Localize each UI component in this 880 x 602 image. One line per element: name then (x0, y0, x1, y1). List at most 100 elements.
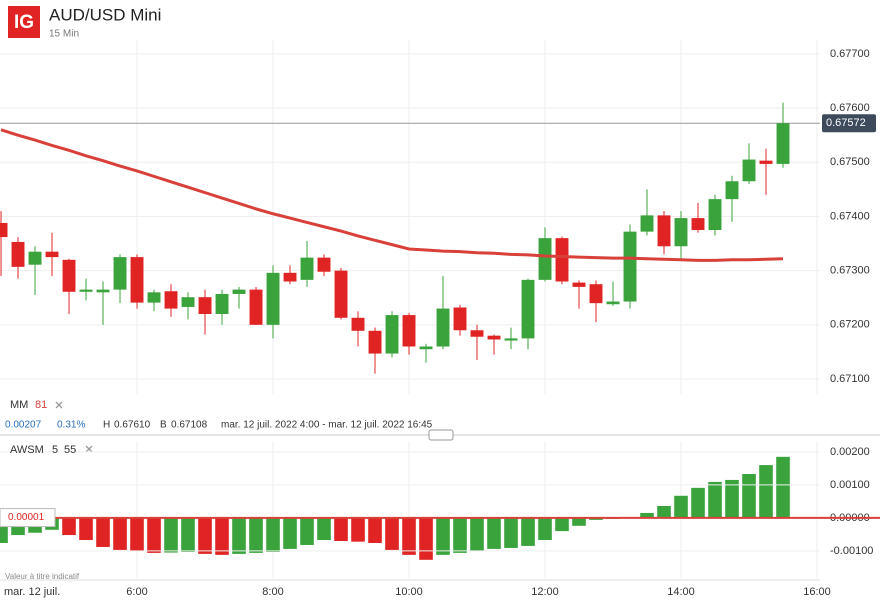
oscillator-bar (147, 517, 161, 553)
candle-body (589, 284, 603, 304)
candle-body (368, 330, 382, 354)
candle-body (521, 279, 535, 339)
candle-body (266, 272, 280, 325)
x-tick-label: 14:00 (667, 586, 695, 598)
logo-box (8, 6, 40, 38)
candle-body (96, 289, 110, 293)
stat-low-label: B (160, 420, 167, 431)
candle-body (487, 335, 501, 340)
oscillator-bar (657, 506, 671, 518)
oscillator-bar (181, 517, 195, 552)
candle-body (742, 159, 756, 182)
candle-body (759, 160, 773, 164)
moving-average (0, 128, 784, 262)
candle-body (300, 257, 314, 280)
awsm-slow: 55 (64, 444, 76, 456)
resize-handle[interactable] (428, 429, 454, 441)
candle-body (215, 293, 229, 314)
oscillator-bar (198, 517, 212, 554)
candle-body (249, 289, 263, 325)
x-tick-label: 6:00 (126, 586, 147, 598)
y-tick-label: 0.67100 (830, 373, 870, 385)
candle-body (351, 317, 365, 331)
x-tick-label: 12:00 (531, 586, 559, 598)
candle-body (147, 292, 161, 303)
x-tick-label: 10:00 (395, 586, 423, 598)
oscillator-bar (232, 517, 246, 554)
oscillator-bar (674, 495, 688, 518)
oscillator-bar (640, 512, 654, 518)
oscillator-bar (215, 517, 229, 555)
oscillator-bar (385, 517, 399, 550)
candle-body (674, 218, 688, 247)
oscillator-bar (368, 517, 382, 543)
oscillator-bar (572, 517, 586, 526)
candle-body (776, 123, 790, 164)
oscillator-bar (691, 487, 705, 518)
oscillator-bar (759, 465, 773, 518)
candle-body (113, 257, 127, 290)
candle-body (402, 315, 416, 347)
candle-body (470, 330, 484, 337)
oscillator-bar (725, 479, 739, 518)
candle-body (164, 291, 178, 309)
oscillator-bar (504, 517, 518, 548)
awsm-fast: 5 (52, 444, 58, 456)
candle-body (62, 259, 76, 292)
candle-body (538, 238, 552, 280)
oscillator-bar (317, 517, 331, 541)
note: Valeur à titre indicatif (5, 572, 80, 581)
y2-tick-label: 0.00100 (830, 479, 870, 491)
awsm-name: AWSM (10, 444, 44, 456)
y-tick-label: 0.67300 (830, 265, 870, 277)
last-price-label: 0.67572 (826, 117, 866, 129)
remove-awsm[interactable] (85, 445, 93, 453)
oscillator-bar (351, 517, 365, 542)
oscillator-bar (249, 517, 263, 553)
ma-period: 81 (35, 399, 47, 411)
y-tick-label: 0.67600 (830, 102, 870, 114)
interval: 15 Min (49, 29, 79, 40)
oscillator-bar (538, 517, 552, 541)
candle-body (436, 308, 450, 347)
y-tick-label: 0.67200 (830, 319, 870, 331)
candle-body (504, 338, 518, 341)
oscillator-bar (62, 517, 76, 536)
candle-body (11, 241, 25, 267)
date-label: mar. 12 juil. (4, 586, 60, 598)
candle-body (198, 297, 212, 314)
candle-body (385, 315, 399, 354)
stat-change-pct: 0.31% (57, 420, 85, 431)
candle-body (708, 199, 722, 231)
candle-body (232, 289, 246, 294)
ma-name: MM (10, 399, 28, 411)
y2-tick-label: -0.00100 (830, 545, 873, 557)
oscillator-bar (742, 473, 756, 518)
candle-body (28, 251, 42, 265)
candle-body (640, 215, 654, 232)
oscillator-bar (266, 517, 280, 552)
stat-high-label: H (103, 420, 110, 431)
oscillator-bar (113, 517, 127, 550)
title: AUD/USD Mini (49, 5, 161, 24)
oscillator-bar (130, 517, 144, 551)
candle-body (691, 218, 705, 231)
remove-ma[interactable] (55, 401, 63, 409)
close-icons (55, 401, 93, 453)
y-tick-label: 0.67700 (830, 48, 870, 60)
candle-body (45, 251, 59, 258)
stat-high: 0.67610 (114, 420, 151, 431)
oscillator-bar (708, 481, 722, 518)
marker-tag (0, 508, 56, 528)
y-tick-label: 0.67500 (830, 156, 870, 168)
oscillator-bar (96, 517, 110, 547)
candle-body (130, 257, 144, 303)
stat-low: 0.67108 (171, 420, 208, 431)
oscillator-bar (79, 517, 93, 541)
x-tick-label: 8:00 (262, 586, 283, 598)
oscillator-bar (453, 517, 467, 553)
candle-body (419, 346, 433, 350)
marker-label: 0.00001 (8, 512, 45, 523)
candle-body (657, 215, 671, 247)
